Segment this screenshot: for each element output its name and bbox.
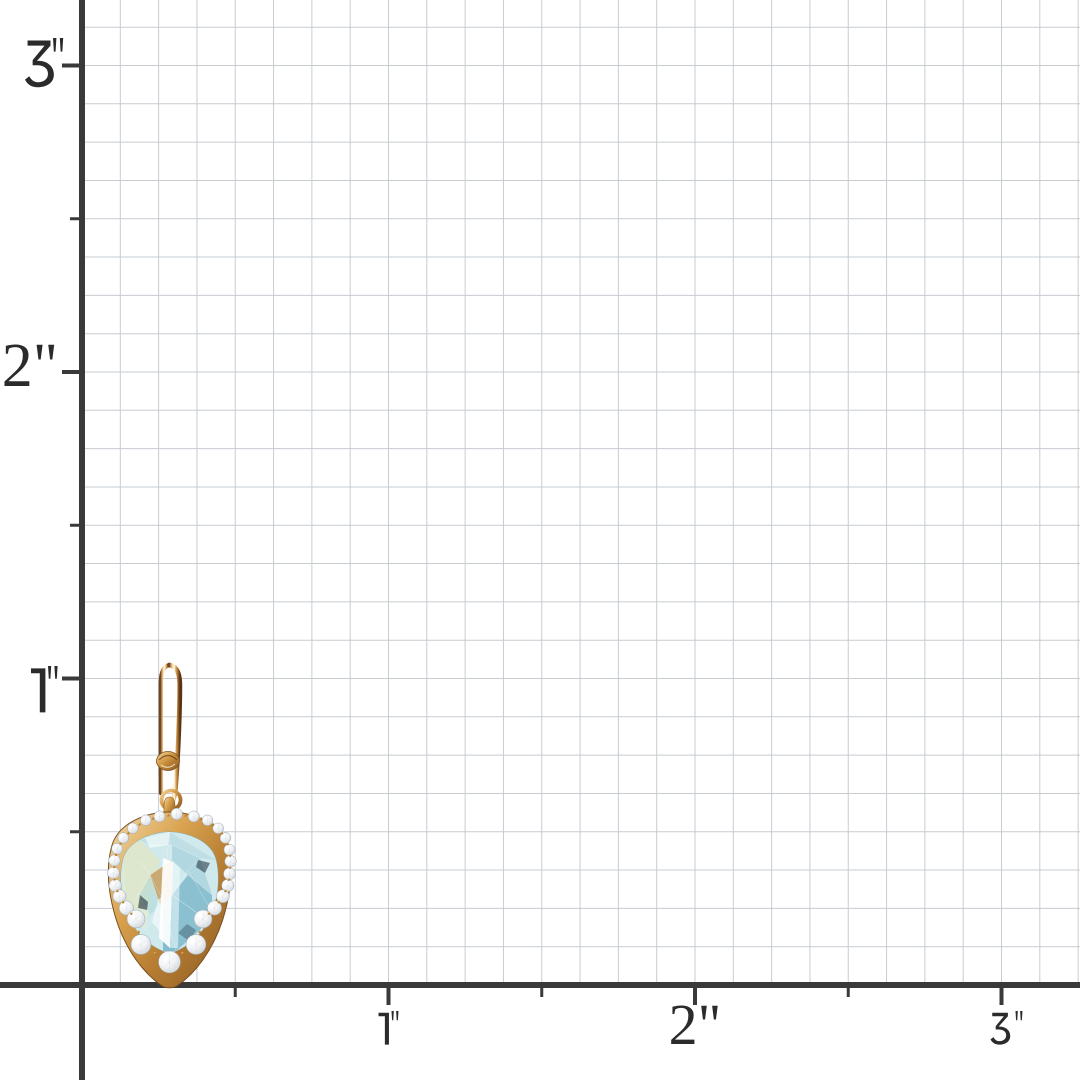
svg-text:2": 2"	[2, 332, 58, 400]
svg-text:2": 2"	[669, 992, 722, 1057]
